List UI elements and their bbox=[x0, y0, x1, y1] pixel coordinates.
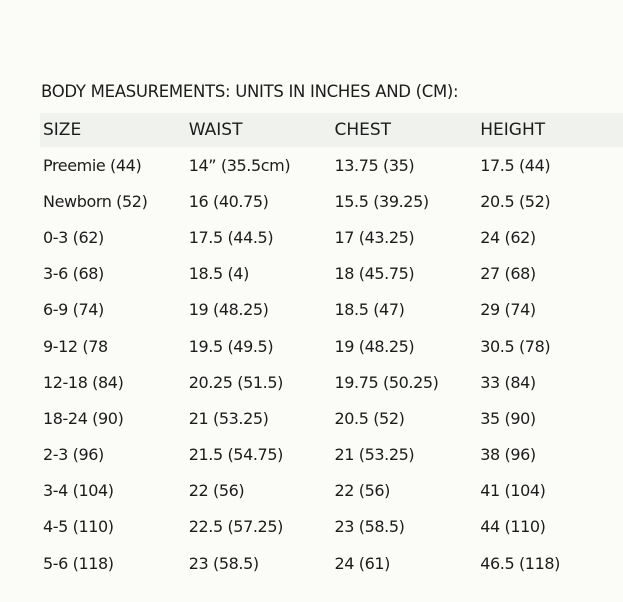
cell-waist: 22 (56) bbox=[188, 481, 245, 501]
table-row: 9-12 (78 19.5 (49.5) 19 (48.25) 30.5 (78) bbox=[40, 328, 623, 364]
cell-waist: 21 (53.25) bbox=[188, 408, 269, 428]
cell-waist: 18.5 (4) bbox=[188, 264, 250, 284]
table-header-row: SIZE WAIST CHEST HEIGHT bbox=[40, 113, 623, 147]
cell-size: 6-9 (74) bbox=[43, 300, 104, 320]
header-waist: WAIST bbox=[188, 120, 243, 140]
cell-height: 29 (74) bbox=[480, 300, 536, 320]
cell-size: 0-3 (62) bbox=[43, 227, 104, 247]
table-row: Newborn (52) 16 (40.75) 15.5 (39.25) 20.5 (… bbox=[40, 183, 623, 219]
table-row: 0-3 (62) 17.5 (44.5) 17 (43.25) 24 (62) bbox=[40, 219, 623, 255]
cell-chest: 22 (56) bbox=[334, 481, 391, 501]
cell-size: Newborn (52) bbox=[43, 191, 148, 211]
table-title: BODY MEASUREMENTS: UNITS IN INCHES AND (… bbox=[41, 82, 459, 101]
cell-chest: 18.5 (47) bbox=[334, 300, 405, 320]
cell-size: 2-3 (96) bbox=[43, 445, 104, 465]
cell-chest: 17 (43.25) bbox=[334, 227, 415, 247]
cell-size: Preemie (44) bbox=[43, 155, 142, 175]
cell-height: 17.5 (44) bbox=[480, 155, 551, 175]
cell-waist: 21.5 (54.75) bbox=[188, 445, 284, 465]
cell-size: 9-12 (78 bbox=[43, 336, 108, 356]
cell-chest: 23 (58.5) bbox=[334, 517, 405, 537]
cell-size: 12-18 (84) bbox=[43, 372, 124, 392]
cell-height: 27 (68) bbox=[480, 264, 536, 284]
cell-height: 30.5 (78) bbox=[480, 336, 551, 356]
cell-height: 35 (90) bbox=[480, 408, 536, 428]
table-row: 12-18 (84) 20.25 (51.5) 19.75 (50.25) 33 (8… bbox=[40, 364, 623, 400]
cell-chest: 19.75 (50.25) bbox=[334, 372, 439, 392]
cell-size: 4-5 (110) bbox=[43, 517, 114, 537]
cell-waist: 19 (48.25) bbox=[188, 300, 269, 320]
cell-size: 18-24 (90) bbox=[43, 408, 124, 428]
cell-size: 5-6 (118) bbox=[43, 553, 114, 573]
table-row: 4-5 (110) 22.5 (57.25) 23 (58.5) 44 (110) bbox=[40, 509, 623, 545]
table-row: 6-9 (74) 19 (48.25) 18.5 (47) 29 (74) bbox=[40, 292, 623, 328]
table-row: 3-4 (104) 22 (56) 22 (56) 41 (104) bbox=[40, 473, 623, 509]
cell-waist: 16 (40.75) bbox=[188, 191, 269, 211]
cell-waist: 17.5 (44.5) bbox=[188, 227, 274, 247]
cell-waist: 14” (35.5cm) bbox=[188, 155, 291, 175]
cell-chest: 20.5 (52) bbox=[334, 408, 405, 428]
table-body: Preemie (44) 14” (35.5cm) 13.75 (35) 17.5 (… bbox=[40, 147, 623, 581]
cell-size: 3-4 (104) bbox=[43, 481, 114, 501]
cell-waist: 23 (58.5) bbox=[188, 553, 259, 573]
table-row: Preemie (44) 14” (35.5cm) 13.75 (35) 17.5 (… bbox=[40, 147, 623, 183]
cell-chest: 13.75 (35) bbox=[334, 155, 415, 175]
cell-height: 33 (84) bbox=[480, 372, 536, 392]
cell-height: 24 (62) bbox=[480, 227, 536, 247]
cell-chest: 15.5 (39.25) bbox=[334, 191, 430, 211]
table-row: 18-24 (90) 21 (53.25) 20.5 (52) 35 (90) bbox=[40, 400, 623, 436]
cell-chest: 19 (48.25) bbox=[334, 336, 415, 356]
cell-height: 44 (110) bbox=[480, 517, 546, 537]
cell-height: 20.5 (52) bbox=[480, 191, 551, 211]
cell-chest: 24 (61) bbox=[334, 553, 391, 573]
table-row: 5-6 (118) 23 (58.5) 24 (61) 46.5 (118) bbox=[40, 545, 623, 581]
cell-chest: 21 (53.25) bbox=[334, 445, 415, 465]
cell-height: 38 (96) bbox=[480, 445, 536, 465]
cell-height: 41 (104) bbox=[480, 481, 546, 501]
cell-waist: 22.5 (57.25) bbox=[188, 517, 284, 537]
header-chest: CHEST bbox=[334, 120, 392, 140]
cell-waist: 19.5 (49.5) bbox=[188, 336, 274, 356]
table-row: 3-6 (68) 18.5 (4) 18 (45.75) 27 (68) bbox=[40, 256, 623, 292]
measurements-table: SIZE WAIST CHEST HEIGHT Preemie (44) 14” … bbox=[40, 113, 623, 581]
cell-waist: 20.25 (51.5) bbox=[188, 372, 284, 392]
header-height: HEIGHT bbox=[480, 120, 546, 140]
cell-height: 46.5 (118) bbox=[480, 553, 560, 573]
cell-size: 3-6 (68) bbox=[43, 264, 104, 284]
header-size: SIZE bbox=[43, 120, 82, 140]
table-row: 2-3 (96) 21.5 (54.75) 21 (53.25) 38 (96) bbox=[40, 437, 623, 473]
cell-chest: 18 (45.75) bbox=[334, 264, 415, 284]
